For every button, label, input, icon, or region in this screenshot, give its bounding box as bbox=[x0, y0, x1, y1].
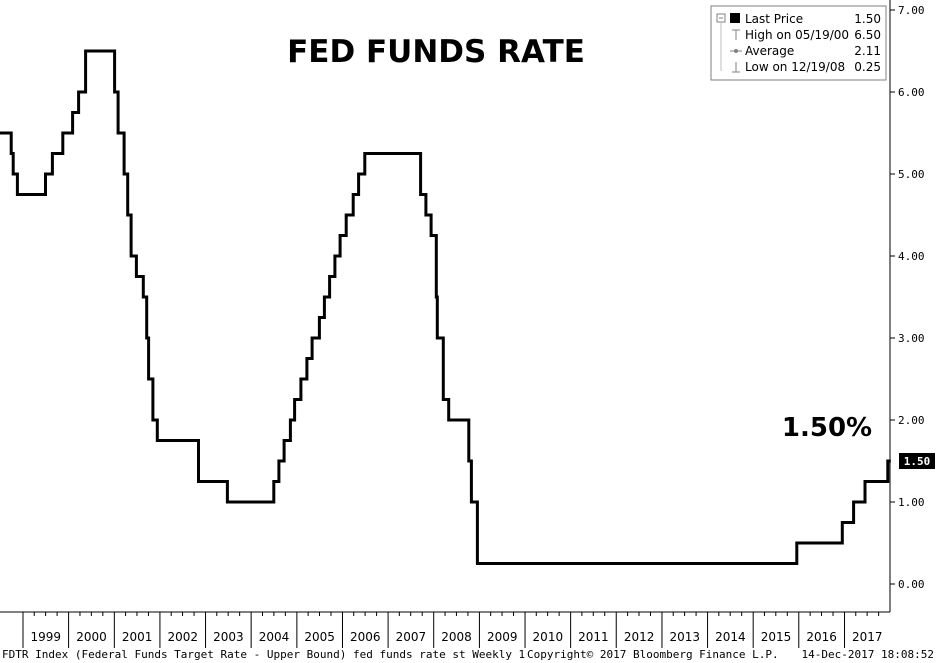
legend-value-average: 2.11 bbox=[854, 44, 881, 58]
series-layer bbox=[0, 49, 891, 565]
footer-copyright: Copyright© 2017 Bloomberg Finance L.P. bbox=[527, 648, 779, 661]
x-tick-label: 2016 bbox=[806, 630, 837, 644]
x-tick-label: 2010 bbox=[533, 630, 564, 644]
legend-row-average: Average 2.11 bbox=[730, 44, 881, 58]
legend: Last Price 1.50 High on 05/19/00 6.50 Av… bbox=[710, 5, 887, 81]
y-tick-label: 7.00 bbox=[898, 4, 925, 17]
last-value-callout: 1.50% bbox=[782, 413, 872, 443]
square-icon bbox=[730, 13, 740, 23]
x-axis-ticks: 1999 2000 2001 2002 2003 2004 2005 2006 2007 2008… bbox=[22, 612, 883, 648]
legend-value-last-price: 1.50 bbox=[854, 12, 881, 26]
x-tick-label: 2014 bbox=[715, 630, 746, 644]
x-tick-label: 2015 bbox=[761, 630, 792, 644]
plot-frame bbox=[0, 0, 891, 613]
x-tick-label: 2008 bbox=[441, 630, 472, 644]
y-tick-label: 6.00 bbox=[898, 86, 925, 99]
y-tick-label: 0.00 bbox=[898, 578, 925, 591]
average-marker-icon bbox=[730, 49, 742, 53]
y-tick-label: 4.00 bbox=[898, 250, 925, 263]
footer-timestamp: 14-Dec-2017 18:08:52 bbox=[802, 648, 934, 661]
y-tick-label: 1.00 bbox=[898, 496, 925, 509]
legend-row-low: Low on 12/19/08 0.25 bbox=[732, 60, 881, 74]
x-tick-label: 2001 bbox=[122, 630, 153, 644]
x-tick-label: 2017 bbox=[852, 630, 883, 644]
x-tick-label: 2003 bbox=[213, 630, 244, 644]
legend-label-high: High on 05/19/00 bbox=[745, 28, 849, 42]
high-marker-icon bbox=[732, 29, 740, 40]
y-axis-ticks: 0.00 1.00 2.00 3.00 4.00 5.00 6.00 7.00 bbox=[890, 4, 925, 591]
y-tick-label: 5.00 bbox=[898, 168, 925, 181]
last-value-badge: 1.50 bbox=[899, 453, 935, 469]
x-tick-label: 2011 bbox=[578, 630, 609, 644]
x-tick-label: 2012 bbox=[624, 630, 655, 644]
legend-label-average: Average bbox=[745, 44, 794, 58]
x-tick-label: 2000 bbox=[76, 630, 107, 644]
legend-value-low: 0.25 bbox=[854, 60, 881, 74]
series-line bbox=[0, 49, 891, 565]
chart-title: FED FUNDS RATE bbox=[287, 34, 585, 70]
x-tick-label: 2005 bbox=[304, 630, 335, 644]
y-tick-label: 3.00 bbox=[898, 332, 925, 345]
legend-value-high: 6.50 bbox=[854, 28, 881, 42]
y-tick-label: 2.00 bbox=[898, 414, 925, 427]
x-tick-label: 2002 bbox=[167, 630, 198, 644]
x-tick-label: 2006 bbox=[350, 630, 381, 644]
x-tick-label: 2009 bbox=[487, 630, 518, 644]
legend-label-last-price: Last Price bbox=[745, 12, 803, 26]
footer-source: FDTR Index (Federal Funds Target Rate - … bbox=[2, 648, 525, 661]
legend-label-low: Low on 12/19/08 bbox=[745, 60, 845, 74]
legend-row-last-price: Last Price 1.50 bbox=[716, 12, 881, 26]
x-tick-label: 2013 bbox=[670, 630, 701, 644]
x-tick-label: 2007 bbox=[396, 630, 427, 644]
x-tick-label: 1999 bbox=[31, 630, 62, 644]
legend-row-high: High on 05/19/00 6.50 bbox=[720, 23, 881, 71]
low-marker-icon bbox=[732, 62, 740, 73]
x-tick-label: 2004 bbox=[259, 630, 290, 644]
last-value-badge-label: 1.50 bbox=[904, 455, 931, 468]
